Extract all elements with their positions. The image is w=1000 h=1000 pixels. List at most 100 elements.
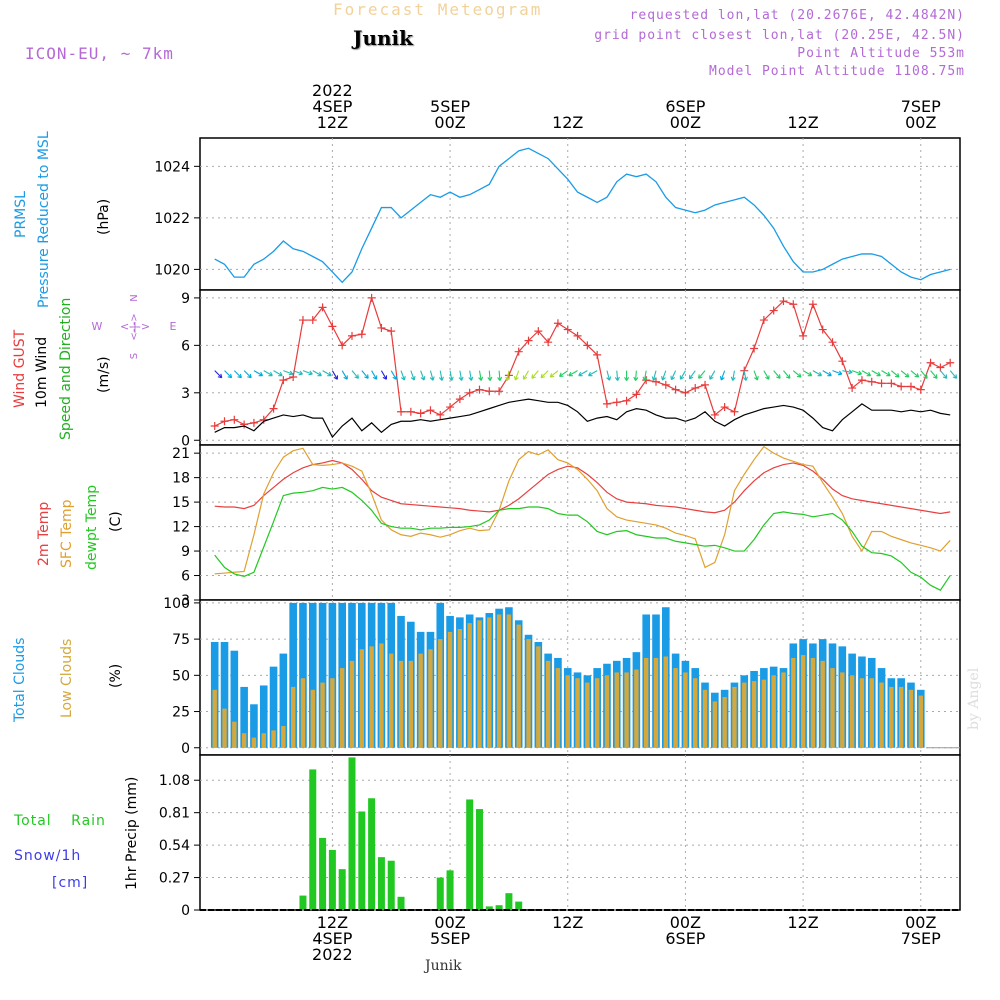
total-cloud-bar (250, 704, 258, 748)
y-tick-label: 9 (181, 291, 190, 307)
gust-marker (867, 377, 876, 386)
gust-marker (897, 382, 906, 391)
y-tick-label: 0.54 (159, 838, 190, 854)
wind-direction-arrow (540, 370, 549, 379)
wind-direction-arrow (606, 370, 612, 381)
gust-marker (544, 338, 553, 347)
top-time-text: 4SEP (312, 97, 352, 116)
wind-direction-arrow (224, 370, 233, 379)
compass: N W E S <-|-><-|-> (92, 294, 177, 359)
panel-frame (199, 289, 961, 446)
gust-marker (652, 377, 660, 386)
wind-direction-arrow (930, 370, 938, 379)
gust-marker (779, 297, 788, 306)
wind-direction-arrow (438, 370, 444, 381)
wind-direction-arrow (429, 370, 435, 381)
wind-direction-arrow (478, 370, 484, 381)
point-altitude: Point Altitude 553m (797, 46, 965, 61)
rain-bar (299, 895, 307, 910)
total-cloud-bar (269, 666, 278, 748)
rain-bar (309, 769, 317, 910)
wind-direction-arrow (861, 370, 872, 377)
wind-direction-arrow (578, 370, 588, 377)
low-cloud-bar (771, 675, 776, 748)
wind-direction-arrow (871, 370, 881, 377)
wind-direction-arrow (351, 370, 359, 379)
gust-marker (279, 376, 288, 385)
bottom-time-text: 12Z (317, 913, 348, 932)
gust-marker (426, 406, 435, 415)
wind-direction-arrow (302, 370, 313, 376)
low-cloud-bar (849, 675, 855, 748)
wind-direction-arrow (802, 370, 813, 377)
y-tick-label: 1.08 (159, 773, 190, 789)
gust-marker (446, 403, 455, 412)
total-cloud-bar (299, 602, 307, 748)
y-tick-label: 0.81 (159, 806, 190, 822)
gust-marker (259, 415, 268, 424)
gust-marker (681, 388, 690, 397)
label-speed-direction: Speed and Direction (58, 298, 74, 440)
low-cloud-bar (536, 646, 541, 748)
wind-direction-arrow (283, 370, 294, 376)
gust-marker (583, 341, 592, 350)
low-cloud-bar (879, 682, 884, 748)
wind-direction-arrow (783, 370, 791, 379)
y-tick-label: 25 (172, 705, 190, 721)
gust-marker (799, 331, 808, 340)
wind-direction-arrow (390, 370, 397, 380)
low-cloud-bar (830, 668, 835, 748)
y-tick-label: 6 (181, 338, 190, 354)
rain-bar (446, 870, 454, 910)
low-cloud-bar (359, 649, 365, 748)
rain-bar (466, 799, 474, 910)
total-cloud-bar (220, 642, 229, 748)
gust-marker (357, 330, 366, 339)
low-cloud-bar (349, 660, 355, 748)
compass-e: E (170, 320, 177, 333)
wind-direction-arrow (292, 370, 303, 376)
pressure-labels: PRMSL Pressure Reduced to MSL (hPa) (13, 131, 112, 308)
label-total-rain: Total Rain (13, 813, 106, 829)
low-cloud-bar (526, 639, 531, 748)
gust-marker (769, 306, 778, 315)
y-tick-label: 3 (181, 386, 190, 402)
low-cloud-bar (310, 689, 315, 748)
low-cloud-bar (820, 660, 825, 748)
y-tick-label: 1020 (154, 262, 190, 278)
top-time-text: 00Z (670, 113, 701, 132)
wind-direction-arrow (233, 370, 242, 379)
gust-marker (808, 300, 817, 309)
bottom-time-text: 6SEP (665, 929, 705, 948)
y-tick-label: 12 (172, 520, 190, 536)
gust-marker (465, 388, 474, 397)
wind-direction-arrow (881, 370, 891, 377)
wind-direction-arrow (513, 370, 520, 381)
y-tick-label: 0.27 (159, 871, 190, 887)
total-cloud-bar (279, 653, 288, 748)
y-tick-label: 18 (172, 471, 190, 487)
total-cloud-bar (328, 602, 337, 748)
low-cloud-bar (389, 653, 394, 748)
bottom-time-text: 00Z (670, 913, 701, 932)
gust-marker (524, 336, 533, 345)
gust-marker (946, 358, 955, 367)
bottom-time-text: 4SEP (312, 929, 352, 948)
label-hpa: (hPa) (96, 199, 112, 235)
y-tick-label: 100 (163, 596, 190, 612)
low-cloud-bar (300, 678, 306, 748)
wind-direction-arrow (651, 370, 657, 381)
y-tick-label: 9 (181, 544, 190, 560)
low-cloud-bar (222, 708, 227, 748)
rain-bar (397, 896, 405, 910)
wind-direction-arrow (214, 370, 223, 379)
wind-direction-arrow (549, 370, 559, 378)
low-cloud-bar (781, 672, 786, 748)
rain-bar (319, 837, 327, 910)
gust-marker (759, 316, 768, 325)
bottom-time-text: 00Z (905, 913, 936, 932)
y-tick-label: 21 (172, 446, 190, 462)
gust-marker (818, 325, 827, 334)
